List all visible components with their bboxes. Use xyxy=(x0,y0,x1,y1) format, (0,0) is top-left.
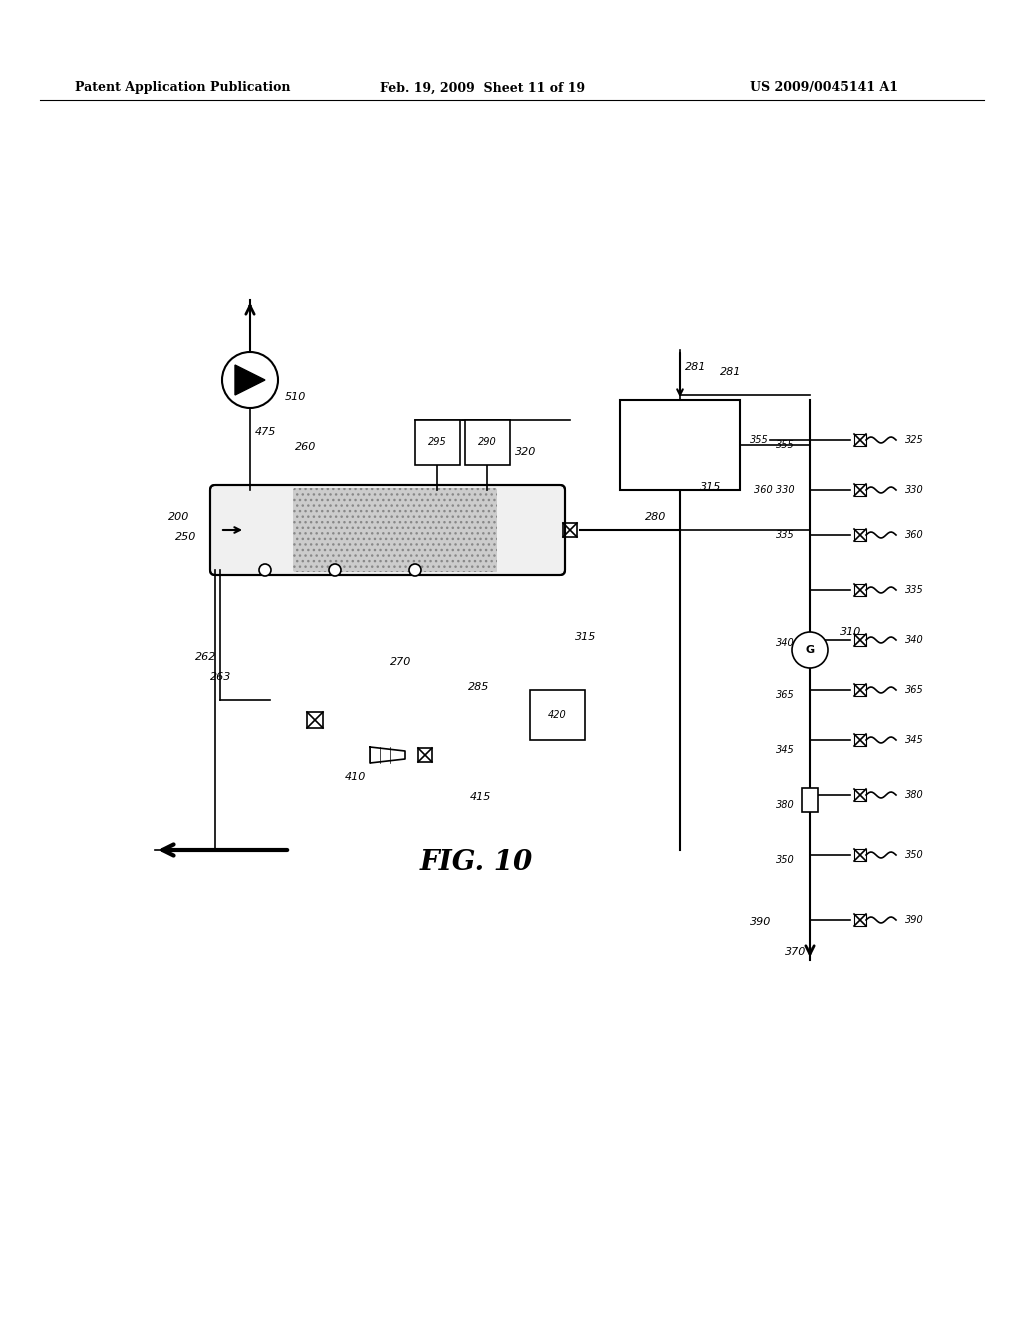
Text: 260: 260 xyxy=(295,442,316,451)
Bar xyxy=(854,484,866,496)
Text: 285: 285 xyxy=(468,682,489,692)
FancyBboxPatch shape xyxy=(210,484,565,576)
Circle shape xyxy=(259,564,271,576)
Polygon shape xyxy=(234,366,265,395)
Bar xyxy=(418,748,432,762)
Bar xyxy=(802,788,818,812)
Text: 320: 320 xyxy=(515,447,537,457)
Bar xyxy=(307,711,323,729)
FancyBboxPatch shape xyxy=(293,488,497,572)
Bar xyxy=(854,434,866,446)
Text: 310: 310 xyxy=(840,627,861,638)
Bar xyxy=(854,913,866,927)
Bar xyxy=(854,583,866,597)
Text: 380: 380 xyxy=(776,800,795,810)
Text: 335: 335 xyxy=(776,531,795,540)
Circle shape xyxy=(222,352,278,408)
Text: 263: 263 xyxy=(210,672,231,682)
Text: 355: 355 xyxy=(750,436,769,445)
Text: 420: 420 xyxy=(548,710,566,719)
Text: 281: 281 xyxy=(685,362,707,372)
Text: 510: 510 xyxy=(285,392,306,403)
Text: 345: 345 xyxy=(905,735,924,744)
Text: 315: 315 xyxy=(575,632,596,642)
Text: 290: 290 xyxy=(477,437,497,447)
Text: 350: 350 xyxy=(776,855,795,865)
Polygon shape xyxy=(660,430,690,445)
Bar xyxy=(854,789,866,801)
Text: US 2009/0045141 A1: US 2009/0045141 A1 xyxy=(750,82,898,95)
Bar xyxy=(415,420,460,465)
Text: 281: 281 xyxy=(720,367,741,378)
Text: 250: 250 xyxy=(175,532,197,543)
Text: 262: 262 xyxy=(195,652,216,663)
Text: 410: 410 xyxy=(345,772,367,781)
Text: 330: 330 xyxy=(905,484,924,495)
Bar xyxy=(465,420,510,465)
Text: 335: 335 xyxy=(905,585,924,595)
Text: 350: 350 xyxy=(905,850,924,861)
Circle shape xyxy=(409,564,421,576)
Bar xyxy=(854,734,866,746)
Text: 475: 475 xyxy=(255,426,276,437)
Text: 360: 360 xyxy=(905,531,924,540)
Text: 365: 365 xyxy=(905,685,924,696)
Text: 200: 200 xyxy=(168,512,189,521)
Bar xyxy=(854,634,866,645)
Bar xyxy=(620,400,740,490)
Circle shape xyxy=(329,564,341,576)
Text: 390: 390 xyxy=(905,915,924,925)
Text: Patent Application Publication: Patent Application Publication xyxy=(75,82,291,95)
Text: 325: 325 xyxy=(905,436,924,445)
Text: FIG. 10: FIG. 10 xyxy=(420,849,534,876)
Text: 365: 365 xyxy=(776,690,795,700)
Circle shape xyxy=(792,632,828,668)
Bar xyxy=(563,523,577,537)
Text: 315: 315 xyxy=(700,482,721,492)
Bar xyxy=(854,684,866,696)
Bar xyxy=(530,690,585,741)
Text: 295: 295 xyxy=(428,437,446,447)
Text: 390: 390 xyxy=(750,917,771,927)
Text: 355: 355 xyxy=(776,440,795,450)
Text: 370: 370 xyxy=(785,946,806,957)
Text: 340: 340 xyxy=(905,635,924,645)
Text: 415: 415 xyxy=(470,792,492,803)
Text: 340: 340 xyxy=(776,638,795,648)
Text: G: G xyxy=(806,645,814,655)
Text: Feb. 19, 2009  Sheet 11 of 19: Feb. 19, 2009 Sheet 11 of 19 xyxy=(380,82,585,95)
Text: 380: 380 xyxy=(905,789,924,800)
Text: 280: 280 xyxy=(645,512,667,521)
Text: 360 330: 360 330 xyxy=(755,484,795,495)
Bar xyxy=(854,849,866,861)
Bar xyxy=(854,529,866,541)
Text: 345: 345 xyxy=(776,744,795,755)
Text: 270: 270 xyxy=(390,657,412,667)
